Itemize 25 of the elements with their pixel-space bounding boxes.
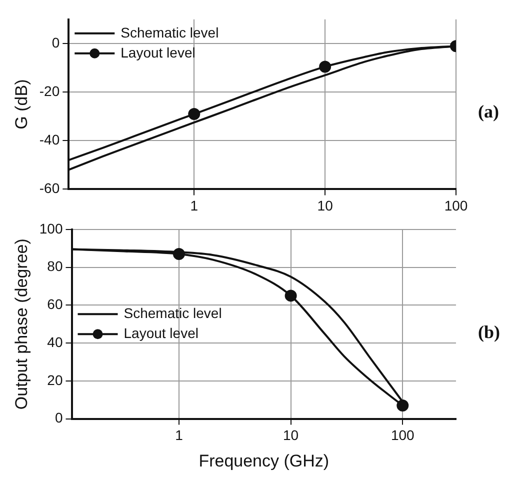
y-axis-title: G (dB) (12, 79, 31, 130)
y-tick-label: 0 (52, 34, 60, 51)
legend-label: Layout level (120, 44, 196, 60)
x-tick-label: 10 (317, 197, 334, 214)
x-tick-label: 1 (190, 197, 198, 214)
y-tick-label: 80 (47, 258, 63, 274)
y-tick-label: 60 (47, 296, 63, 312)
x-axis-title: Frequency (GHz) (198, 451, 330, 470)
y-tick-label: -60 (39, 180, 60, 196)
x-tick-label: 100 (390, 427, 415, 444)
x-tick-label: 10 (283, 427, 299, 444)
x-tick-label: 100 (444, 197, 468, 214)
legend-label: Schematic level (124, 304, 222, 321)
x-tick-label: 1 (175, 427, 184, 444)
y-tick-label: 0 (54, 410, 63, 426)
y-tick-label: 40 (47, 334, 63, 350)
y-axis-title: Output phase (degree) (12, 238, 31, 410)
legend-label: Layout level (124, 324, 198, 341)
y-tick-label: 20 (47, 372, 63, 388)
y-tick-label: -20 (39, 83, 60, 100)
y-tick-label: 100 (39, 220, 63, 236)
y-tick-label: -40 (39, 132, 60, 148)
text: (a) (478, 101, 499, 122)
legend-label: Schematic level (120, 24, 219, 40)
text: (b) (478, 322, 500, 342)
